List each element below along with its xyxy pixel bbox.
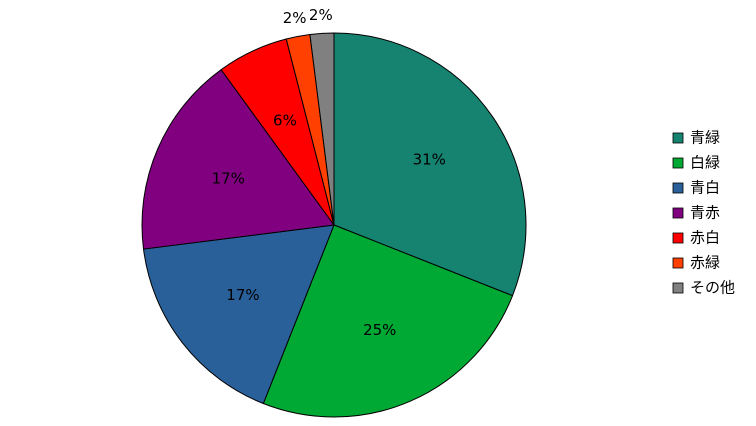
legend-swatch (672, 207, 684, 219)
pie-slice (262, 224, 514, 418)
pie-slice (141, 68, 335, 250)
legend-label: 赤緑 (690, 254, 720, 272)
legend-swatch (672, 182, 684, 194)
legend-swatch (672, 132, 684, 144)
legend-swatch (672, 257, 684, 269)
data-label: 2% (309, 6, 333, 24)
legend-label: 青緑 (690, 129, 720, 147)
data-label: 2% (283, 9, 307, 27)
pie-slice (309, 32, 335, 226)
legend-swatch (672, 157, 684, 169)
pie-slice (333, 32, 527, 297)
legend-swatch (672, 232, 684, 244)
data-label: 6% (273, 111, 297, 129)
pie-slice (142, 224, 335, 405)
legend-label: その他 (690, 279, 735, 297)
data-label: 31% (413, 151, 446, 169)
legend-label: 白緑 (690, 154, 720, 172)
legend-label: 青赤 (690, 204, 720, 222)
data-label: 17% (212, 170, 245, 188)
legend-swatch (672, 282, 684, 294)
data-label: 25% (363, 321, 396, 339)
data-label: 17% (226, 286, 259, 304)
legend-label: 赤白 (690, 229, 720, 247)
legend-label: 青白 (690, 179, 720, 197)
